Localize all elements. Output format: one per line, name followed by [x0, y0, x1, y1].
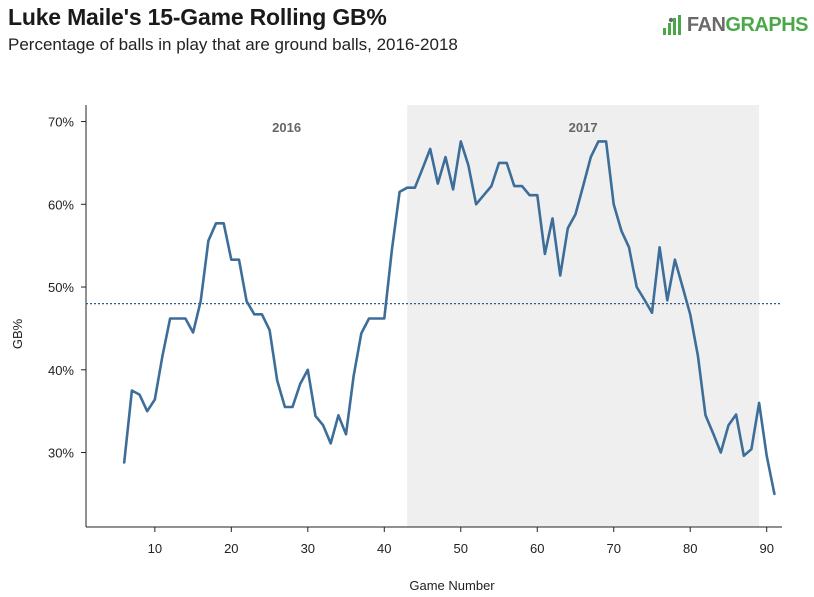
x-tick-label: 80	[683, 541, 697, 556]
labels-layer: 2016 2017 10 20 30 40 50 60 70 80 90 30% 40% 50% 60% 70…	[10, 115, 774, 593]
year-region-2017	[407, 105, 760, 527]
logo-text-fan: FAN	[686, 13, 726, 36]
logo-text-graphs: GRAPHS	[725, 13, 808, 36]
axes-layer	[81, 105, 782, 532]
y-tick-label: 70%	[48, 115, 74, 130]
y-tick-label: 40%	[48, 363, 74, 378]
x-tick-label: 30	[301, 541, 315, 556]
x-tick-label: 60	[530, 541, 544, 556]
series-layer	[122, 140, 776, 496]
fangraphs-logo-icon	[662, 15, 681, 35]
x-tick-label: 90	[759, 541, 773, 556]
chart-title: Luke Maile's 15-Game Rolling GB%	[8, 4, 387, 30]
y-axis-label: GB%	[10, 318, 25, 349]
y-tick-label: 30%	[48, 446, 74, 461]
y-tick-label: 50%	[48, 280, 74, 295]
fangraphs-logo[interactable]: FAN GRAPHS	[662, 12, 808, 38]
y-tick-label: 60%	[48, 197, 74, 212]
year-label-2017: 2017	[569, 120, 598, 135]
x-tick-label: 70	[607, 541, 621, 556]
series-line-0	[122, 140, 776, 496]
x-tick-label: 40	[377, 541, 391, 556]
year-region-layer	[407, 105, 760, 527]
year-label-2016: 2016	[272, 120, 301, 135]
chart-subtitle: Percentage of balls in play that are gro…	[8, 35, 458, 54]
x-tick-label: 10	[148, 541, 162, 556]
x-tick-label: 50	[454, 541, 468, 556]
x-tick-label: 20	[224, 541, 238, 556]
x-axis-label: Game Number	[409, 578, 495, 593]
